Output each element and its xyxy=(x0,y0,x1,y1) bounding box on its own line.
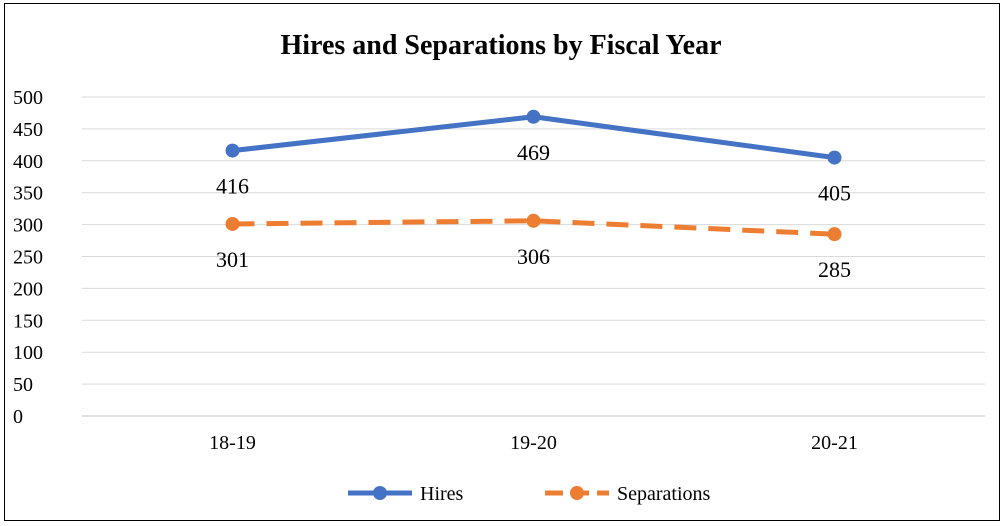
data-label-hires: 469 xyxy=(517,140,550,165)
data-labels: 416 469 405 301 306 285 xyxy=(216,140,851,282)
y-tick-label: 200 xyxy=(13,278,43,300)
y-tick-label: 100 xyxy=(13,342,43,364)
y-tick-label: 400 xyxy=(13,151,43,173)
data-label-separations: 301 xyxy=(216,247,249,272)
y-tick-label: 450 xyxy=(13,119,43,141)
legend: Hires Separations xyxy=(348,483,711,505)
x-axis-ticks: 18-19 19-20 20-21 xyxy=(209,432,858,454)
line-chart: Hires and Separations by Fiscal Year 0 50… xyxy=(13,30,985,505)
y-tick-label: 300 xyxy=(13,215,43,237)
x-tick-label: 20-21 xyxy=(811,432,858,454)
legend-marker-separations xyxy=(570,486,584,500)
y-tick-label: 500 xyxy=(13,87,43,109)
x-tick-label: 19-20 xyxy=(510,432,557,454)
y-tick-label: 250 xyxy=(13,247,43,269)
data-point-separations xyxy=(526,213,541,228)
legend-label-hires: Hires xyxy=(420,483,464,505)
y-axis-ticks: 0 50 100 150 200 250 300 350 400 450 500 xyxy=(13,87,43,428)
y-tick-label: 150 xyxy=(13,310,43,332)
data-label-hires: 405 xyxy=(818,181,851,206)
legend-label-separations: Separations xyxy=(617,483,711,505)
data-point-hires xyxy=(827,150,842,165)
chart-title: Hires and Separations by Fiscal Year xyxy=(280,30,721,61)
data-label-separations: 306 xyxy=(517,244,550,269)
y-tick-label: 0 xyxy=(13,406,23,428)
y-tick-label: 50 xyxy=(13,374,33,396)
data-label-hires: 416 xyxy=(216,174,249,199)
data-point-separations xyxy=(827,227,842,242)
data-label-separations: 285 xyxy=(818,257,851,282)
chart-frame: Hires and Separations by Fiscal Year 0 50… xyxy=(4,3,1000,521)
y-tick-label: 350 xyxy=(13,183,43,205)
data-point-hires xyxy=(526,109,541,124)
x-tick-label: 18-19 xyxy=(209,432,256,454)
legend-marker-hires xyxy=(373,486,387,500)
data-point-hires xyxy=(225,143,240,158)
series-layer xyxy=(225,109,842,242)
data-point-separations xyxy=(225,216,240,231)
